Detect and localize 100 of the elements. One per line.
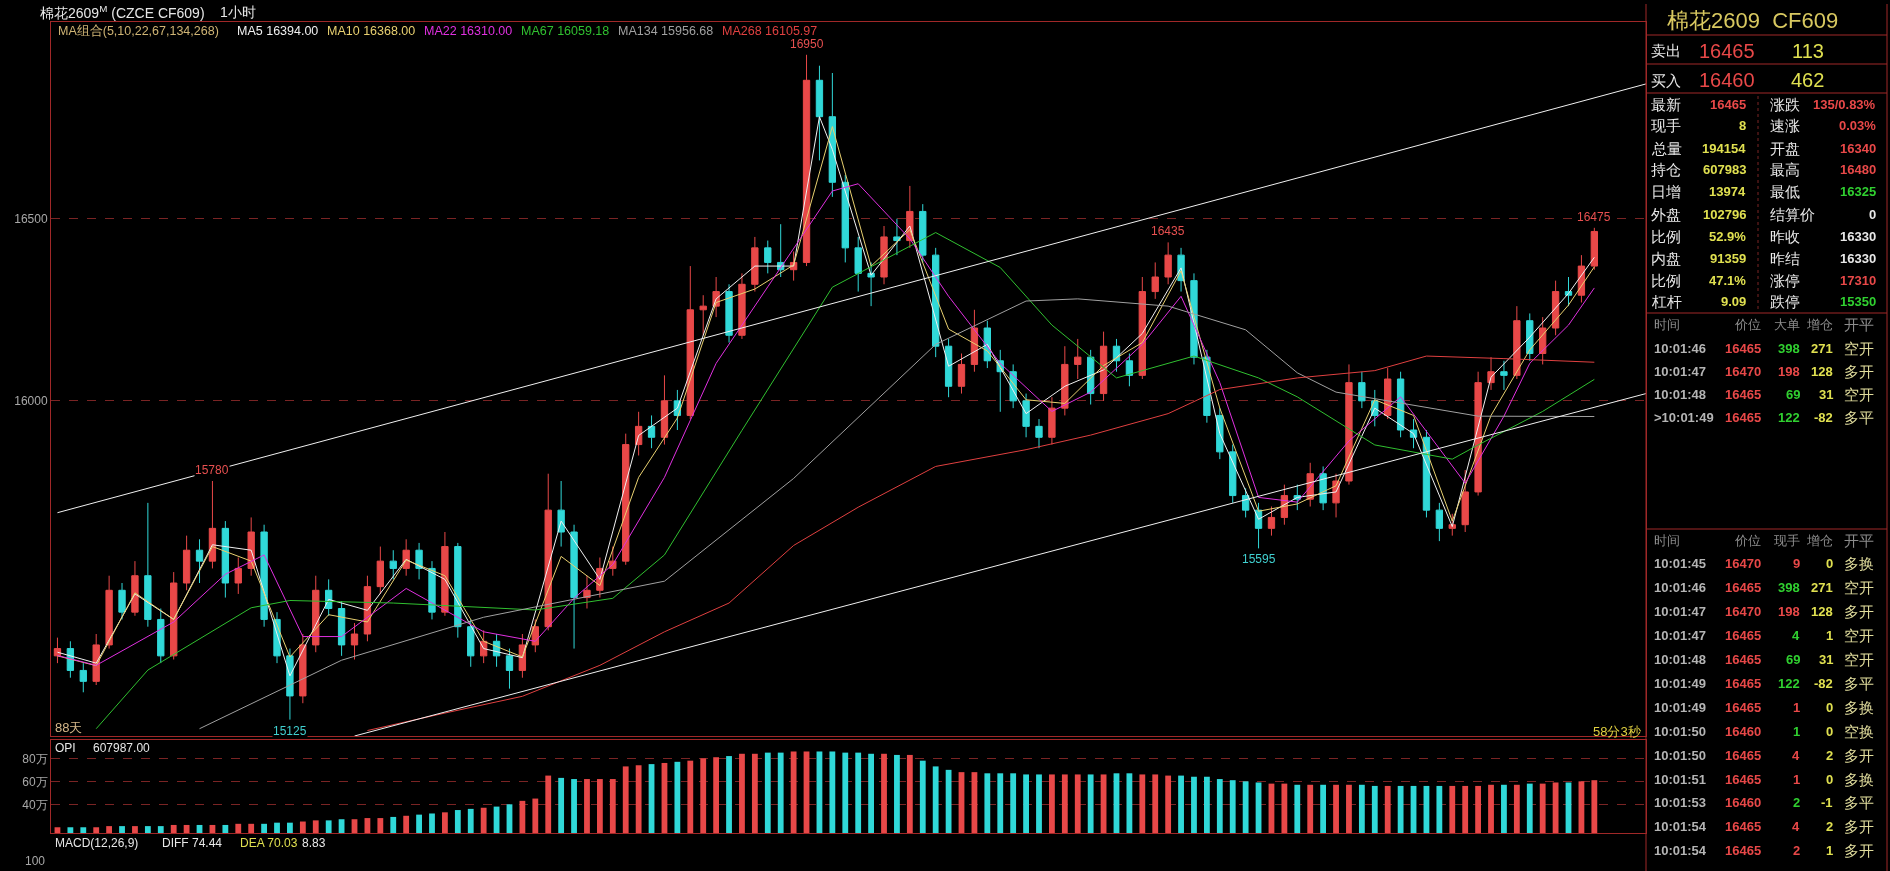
- text: 2: [1793, 843, 1801, 858]
- text: 内盘: [1651, 250, 1681, 267]
- text: 91359: [1710, 251, 1747, 266]
- candlestick: [1435, 502, 1444, 542]
- candlestick: [157, 608, 165, 664]
- text: 杠杆: [1651, 293, 1682, 310]
- text: 多开: [1844, 747, 1874, 764]
- text: 持仓: [1651, 161, 1681, 178]
- chart-subtitle: 1小时: [220, 4, 256, 20]
- text: MA268 16105.97: [722, 24, 818, 38]
- text: MACD(12,26,9): [55, 836, 139, 850]
- candlestick: [1358, 371, 1366, 409]
- text: 16465: [1725, 676, 1762, 691]
- text: MA67 16059.18: [521, 24, 610, 38]
- candlestick: [1061, 345, 1069, 416]
- candlestick: [893, 218, 901, 256]
- text: 16465: [1725, 410, 1762, 425]
- candlestick: [467, 618, 475, 668]
- annotation: 88天: [55, 720, 83, 735]
- text: MA134 15956.68: [618, 24, 714, 38]
- text: 69: [1786, 387, 1801, 402]
- text: 194154: [1702, 141, 1747, 156]
- candlestick: [182, 535, 191, 591]
- candlestick: [609, 546, 617, 577]
- candlestick: [841, 174, 849, 263]
- text: 10:01:48: [1654, 387, 1707, 402]
- text: 空开: [1844, 386, 1874, 403]
- text: 16465: [1725, 580, 1762, 595]
- candlestick: [1074, 338, 1082, 380]
- chart-title: OPI: [55, 741, 76, 755]
- text: 10:01:49: [1654, 700, 1707, 715]
- text: 102796: [1703, 207, 1747, 222]
- text: 1: [1826, 628, 1834, 643]
- chart-title: 棉花2609$^{M}$ (CZCE CF609): [40, 3, 205, 21]
- text: 0.03%: [1839, 118, 1877, 133]
- candlestick: [505, 648, 514, 690]
- text: 10:01:47: [1654, 364, 1707, 379]
- candlestick: [1022, 393, 1030, 438]
- text: 16470: [1725, 604, 1762, 619]
- candlestick: [919, 203, 927, 263]
- text: 16465: [1725, 387, 1762, 402]
- text: 结算价: [1770, 206, 1815, 223]
- text: 多平: [1844, 794, 1874, 811]
- text: 607983: [1703, 162, 1747, 177]
- text: 空开: [1844, 579, 1874, 596]
- text: 0: [1826, 700, 1834, 715]
- candlestick: [1590, 227, 1598, 271]
- candlestick: [195, 538, 204, 584]
- text: 0: [1826, 772, 1834, 787]
- y-tick-label: 40万: [22, 797, 48, 812]
- y-tick-label: 16500: [14, 211, 48, 226]
- text: 16465: [1710, 97, 1747, 112]
- text: 涨停: [1770, 272, 1800, 289]
- candlestick: [764, 240, 772, 274]
- candlestick: [660, 374, 669, 446]
- text: 多开: [1844, 363, 1874, 380]
- text: 最新: [1651, 96, 1681, 113]
- text: DEA 70.03: [240, 836, 298, 850]
- text: 开平: [1844, 316, 1874, 333]
- text: -82: [1814, 676, 1833, 691]
- text: 涨跌: [1770, 96, 1800, 113]
- text: 16465: [1725, 652, 1762, 667]
- text: 10:01:54: [1654, 819, 1707, 834]
- text: 16465: [1699, 40, 1755, 62]
- candlestick: [1448, 513, 1456, 537]
- text: 16330: [1840, 229, 1877, 244]
- candlestick: [867, 261, 875, 307]
- text: 10:01:50: [1654, 724, 1707, 739]
- text: 16465: [1725, 819, 1762, 834]
- text: 47.1%: [1709, 273, 1747, 288]
- text: 17310: [1840, 273, 1877, 288]
- candlestick: [751, 236, 759, 293]
- text: 122: [1778, 410, 1800, 425]
- text: 最高: [1770, 161, 1800, 178]
- text: 多开: [1844, 603, 1874, 620]
- text: -1: [1821, 795, 1833, 810]
- text: 开平: [1844, 532, 1874, 549]
- text: 271: [1811, 341, 1833, 356]
- text: 10:01:53: [1654, 795, 1707, 810]
- candlestick: [454, 542, 462, 639]
- candlestick: [144, 502, 152, 628]
- text: 69: [1786, 652, 1801, 667]
- y-tick-label: 16000: [14, 394, 48, 409]
- text: 10:01:46: [1654, 341, 1707, 356]
- text: 卖出: [1651, 42, 1681, 59]
- text: 8.83: [302, 836, 326, 850]
- candlestick: [738, 272, 746, 340]
- text: 10:01:48: [1654, 652, 1707, 667]
- text: 398: [1778, 580, 1800, 595]
- text: 16470: [1725, 364, 1762, 379]
- annotation: 58分3秒: [1593, 724, 1641, 739]
- text: 16325: [1840, 184, 1877, 199]
- text: 日增: [1651, 183, 1681, 200]
- text: 0: [1826, 724, 1834, 739]
- text: 多换: [1844, 771, 1874, 788]
- annotation: 16475: [1577, 210, 1611, 224]
- text: 比例: [1651, 228, 1681, 245]
- candlestick: [725, 283, 733, 344]
- annotation: 16435: [1151, 224, 1185, 238]
- text: 时间: [1654, 533, 1680, 548]
